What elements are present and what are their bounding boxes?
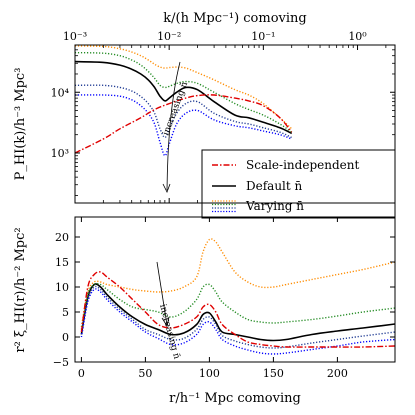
bottom-series-varying-1: [80, 238, 395, 328]
bottom-series-scale-independent: [80, 271, 395, 348]
bottom-series-default: [80, 283, 395, 342]
bottom-annotation-increasing-n: increasing n̄: [157, 303, 181, 360]
legend-label-default: Default n̄: [246, 179, 303, 193]
top-panel-series: [75, 45, 293, 157]
top-x-tick-label: 10⁻³: [63, 30, 87, 43]
top-annotation-arrowhead: [162, 183, 171, 193]
legend-label-scale-independent: Scale-independent: [246, 158, 359, 172]
bottom-panel-ticks: 0 50 100 150 200 −5 0 5 10 15 20: [53, 217, 395, 380]
top-y-axis-label: P_HI(k)/h⁻³ Mpc³: [13, 68, 28, 181]
bottom-y-tick-label: 0: [62, 331, 69, 344]
bottom-x-tick-label: 50: [138, 367, 152, 380]
bottom-y-tick-label: 20: [55, 231, 69, 244]
legend-label-varying: Varying n̄: [245, 199, 304, 213]
bottom-series-varying-4: [80, 288, 395, 355]
bottom-annotation-arrow: [156, 261, 168, 326]
top-panel-ticks: 10⁻³ 10⁻² 10⁻¹ 10⁰ 10³ 10⁴: [51, 30, 395, 203]
bottom-panel: 0 50 100 150 200 −5 0 5 10 15 20: [53, 217, 395, 380]
top-panel: 10⁻³ 10⁻² 10⁻¹ 10⁰ 10³ 10⁴: [51, 30, 395, 203]
top-y-tick-label: 10⁴: [51, 86, 70, 99]
legend: Scale-independent Default n̄ Varying n̄: [201, 149, 396, 219]
bottom-x-axis-label: r/h⁻¹ Mpc comoving: [169, 391, 301, 406]
top-series-varying-3: [75, 84, 292, 139]
bottom-y-axis-label: r² ξ_HI(r)/h⁻² Mpc²: [13, 227, 28, 352]
top-series-varying-1: [75, 45, 293, 130]
bottom-x-tick-label: 200: [327, 367, 348, 380]
top-annotation-increasing-n: increasing n̄: [161, 80, 190, 137]
bottom-y-tick-label: 10: [55, 281, 69, 294]
bottom-x-tick-label: 100: [199, 367, 220, 380]
top-series-varying-4: [75, 94, 292, 157]
bottom-x-tick-label: 0: [78, 367, 85, 380]
bottom-panel-frame: [74, 216, 396, 363]
top-annotation-arrow: [166, 61, 181, 191]
bottom-annotation-arrowhead: [161, 316, 170, 328]
bottom-x-tick-label: 150: [263, 367, 284, 380]
top-panel-frame: [74, 44, 396, 204]
top-series-default: [75, 60, 293, 135]
bottom-y-tick-label: −5: [53, 356, 69, 369]
bottom-panel-series: [80, 238, 395, 355]
top-x-tick-label: 10⁻¹: [251, 30, 275, 43]
top-x-axis-label: k/(h Mpc⁻¹) comoving: [163, 11, 306, 26]
bottom-y-tick-label: 5: [62, 306, 69, 319]
legend-swatch-varying: [212, 200, 236, 213]
top-x-tick-label: 10⁻²: [157, 30, 181, 43]
top-x-tick-label: 10⁰: [348, 30, 367, 43]
top-y-tick-label: 10³: [51, 147, 69, 160]
bottom-series-varying-3: [80, 285, 395, 349]
top-series-varying-2: [75, 51, 293, 133]
top-series-scale-independent: [75, 94, 293, 154]
bottom-series-varying-2: [80, 282, 395, 330]
bottom-y-tick-label: 15: [55, 256, 69, 269]
